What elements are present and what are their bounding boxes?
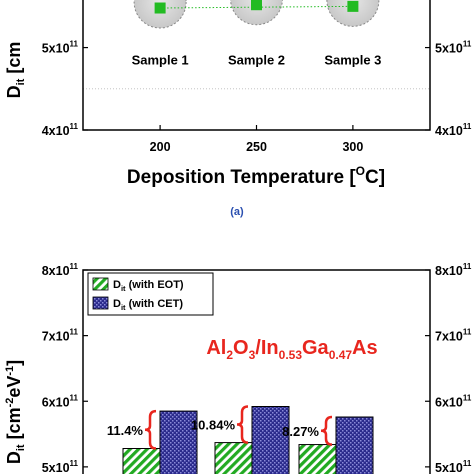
sample-label: Sample 3 — [324, 53, 381, 68]
y-tick-label-right: 7x1011 — [435, 328, 472, 344]
y-axis-title: Dit [cm — [4, 42, 27, 99]
y-tick-label-right: 8x1011 — [435, 262, 472, 278]
difference-brace — [320, 415, 333, 446]
y-axis-title: Dit [cm-2eV-1] — [4, 360, 27, 464]
y-tick-labels-right: 4x1011 5x1011 — [435, 40, 472, 138]
panel-label: (a) — [230, 206, 244, 218]
data-point — [154, 2, 166, 14]
axis-ticks — [83, 46, 430, 131]
material-stack-title: Al2O3/In0.53Ga0.47As — [206, 337, 377, 362]
data-point — [251, 0, 262, 11]
difference-brace — [236, 405, 249, 444]
sample-ellipse — [230, 0, 283, 26]
data-points — [154, 0, 359, 14]
y-tick-labels-left: 5x1011 6x1011 7x1011 8x1011 — [42, 262, 79, 474]
y-tick-label-right: 4x1011 — [435, 122, 472, 138]
x-axis-title: Deposition Temperature [OC] — [127, 164, 385, 188]
x-tick-label: 250 — [246, 140, 267, 154]
y-tick-label: 8x1011 — [42, 262, 79, 278]
legend-swatch-cet — [92, 296, 109, 310]
x-tick-label: 300 — [342, 140, 363, 154]
sample-ellipse — [133, 0, 187, 29]
sample-label: Sample 2 — [228, 53, 285, 68]
bars — [122, 406, 374, 474]
bar-cet — [335, 416, 374, 474]
percent-annotation: 11.4% — [107, 423, 144, 438]
difference-brace — [144, 409, 157, 450]
y-tick-label: 7x1011 — [42, 328, 79, 344]
bar-eot — [298, 444, 337, 474]
y-tick-label: 4x1011 — [42, 122, 79, 138]
y-tick-labels-right: 5x1011 6x1011 7x1011 8x1011 — [435, 262, 472, 474]
plot-frame — [82, 269, 431, 474]
data-point — [347, 0, 359, 12]
x-tick-labels: 200 250 300 — [150, 140, 364, 154]
legend-label-cet: Dit (with CET) — [113, 298, 183, 312]
percent-annotation: 10.84% — [191, 418, 236, 433]
bar-cet — [251, 406, 290, 474]
difference-braces — [144, 405, 333, 450]
axis-ticks — [83, 269, 430, 468]
y-tick-label: 5x1011 — [42, 40, 79, 56]
bar-eot — [122, 448, 161, 474]
y-tick-label: 5x1011 — [42, 459, 79, 474]
percent-annotation: 8.27% — [282, 424, 319, 439]
y-tick-labels-left: 4x1011 5x1011 — [42, 40, 79, 138]
y-tick-label-right: 6x1011 — [435, 393, 472, 409]
y-tick-label-right: 5x1011 — [435, 40, 472, 56]
legend-swatch-eot — [92, 277, 109, 291]
bar-eot — [214, 442, 253, 474]
bar-cet — [159, 410, 198, 474]
x-tick-label: 200 — [150, 140, 171, 154]
sample-label: Sample 1 — [132, 53, 189, 68]
trend-link-line — [160, 5, 353, 9]
panel-b: 11.4% 10.84% 8.27% 5x1011 6x1011 7x1011 8x101… — [4, 262, 472, 474]
panel-a: Sample 1 Sample 2 Sample 3 200 250 300 4x101… — [4, 0, 472, 218]
sample-labels: Sample 1 Sample 2 Sample 3 — [132, 53, 382, 68]
legend-label-eot: Dit (with EOT) — [113, 279, 184, 293]
percent-annotations: 11.4% 10.84% 8.27% — [107, 418, 320, 439]
legend: Dit (with EOT) Dit (with CET) — [87, 272, 214, 316]
y-tick-label-right: 5x1011 — [435, 459, 472, 474]
y-tick-label: 6x1011 — [42, 393, 79, 409]
